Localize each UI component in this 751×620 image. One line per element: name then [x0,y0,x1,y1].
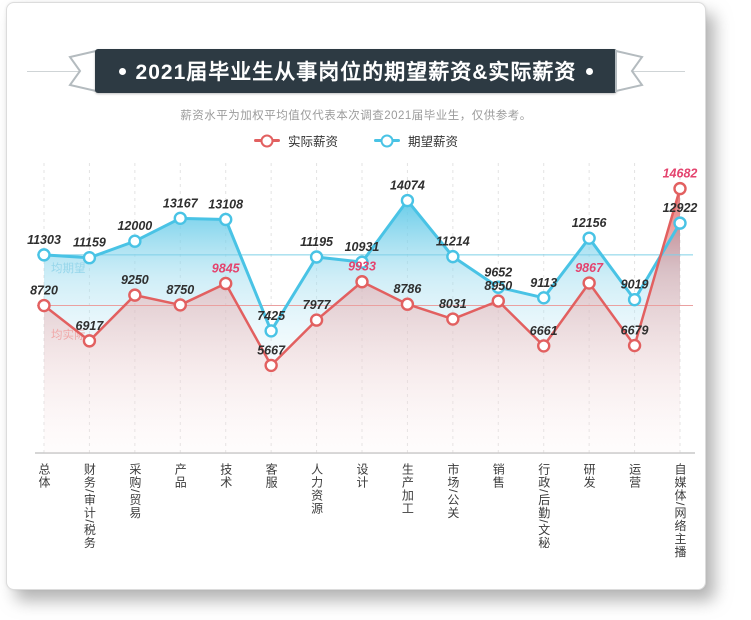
legend-item-actual-salary[interactable]: 实际薪资 [253,131,338,150]
expected-series-marker-icon [374,134,400,147]
value-label: 12922 [663,201,698,215]
value-label: 5667 [257,343,286,357]
actual-data-point[interactable] [309,313,324,327]
ribbon-right-dot-icon [586,67,594,75]
value-label: 13108 [208,197,243,211]
expected-data-point[interactable] [82,251,97,265]
expected-data-point[interactable] [446,249,460,264]
page-title: 2021届毕业生从事岗位的期望薪资&实际薪资 [135,61,577,84]
expected-data-point[interactable] [491,280,505,294]
actual-data-point[interactable] [491,294,505,308]
chart-subtitle: 薪资水平为加权平均值仅代表本次调查2021届毕业生，仅供参考。 [180,110,532,122]
value-label: 14682 [663,167,698,181]
actual-data-point[interactable] [673,181,687,196]
value-label: 13167 [163,196,199,210]
expected-data-point[interactable] [627,292,642,307]
value-label: 9933 [348,260,376,274]
value-label: 8786 [394,282,423,296]
legend-item-expected-salary[interactable]: 期望薪资 [374,131,458,150]
value-label: 10931 [345,240,380,254]
value-label: 12000 [117,219,152,233]
expected-data-point[interactable] [673,216,687,230]
expected-data-point[interactable] [264,324,278,338]
value-label: 9867 [575,261,604,275]
actual-data-point[interactable] [82,334,97,348]
value-label: 6661 [530,324,558,338]
value-label: 6679 [621,324,649,338]
expected-data-point[interactable] [37,248,51,262]
expected-data-point[interactable] [355,255,369,269]
value-label: 11214 [436,235,470,249]
ribbon-left-dot-icon [118,67,126,75]
title-banner: 2021届毕业生从事岗位的期望薪资&实际薪资 [94,49,618,93]
value-label: 8950 [484,279,512,293]
average-line-label: 均期望 [51,262,86,275]
value-label: 7977 [303,298,332,312]
value-label: 9250 [121,273,149,287]
actual-data-point[interactable] [446,312,460,326]
infographic-card: 2021届毕业生从事岗位的期望薪资&实际薪资 薪资水平为加权平均值仅代表本次调查… [6,2,706,590]
actual-data-point[interactable] [128,288,142,302]
actual-data-point[interactable] [37,298,51,313]
title-ribbon: 2021届毕业生从事岗位的期望薪资&实际薪资 [7,47,705,95]
value-label: 8720 [30,284,58,298]
ribbon-right-tail-icon [615,49,645,93]
value-label: 9845 [212,261,241,275]
actual-data-point[interactable] [400,297,415,311]
actual-area [44,188,680,453]
value-label: 11159 [73,236,106,250]
expected-data-point[interactable] [400,193,415,208]
actual-data-point[interactable] [355,275,369,289]
expected-data-point[interactable] [219,212,233,227]
expected-data-point[interactable] [582,231,596,245]
value-label: 6917 [76,319,105,333]
actual-series-marker-icon [253,134,280,147]
value-label: 9019 [621,278,649,292]
actual-data-point[interactable] [627,338,642,353]
actual-data-point[interactable] [582,276,596,290]
legend-label-expected: 期望薪资 [408,135,459,149]
expected-data-point[interactable] [173,211,187,226]
value-label: 12156 [572,216,608,230]
actual-data-point[interactable] [173,298,187,312]
value-label: 7425 [257,309,286,323]
value-label: 9652 [484,265,512,279]
value-label: 9113 [530,276,557,290]
value-label: 11303 [27,233,61,247]
value-label: 8031 [439,297,467,311]
chart-legend: 实际薪资 期望薪资 [7,131,705,150]
actual-data-point[interactable] [264,358,278,373]
legend-label-actual: 实际薪资 [287,135,338,149]
expected-data-point[interactable] [309,250,324,264]
value-label: 11195 [300,235,334,249]
expected-data-point[interactable] [128,234,142,248]
expected-data-point[interactable] [537,291,551,305]
value-label: 8750 [166,283,194,297]
actual-data-point[interactable] [219,276,233,291]
value-label: 14074 [390,179,425,193]
actual-data-point[interactable] [537,339,551,353]
